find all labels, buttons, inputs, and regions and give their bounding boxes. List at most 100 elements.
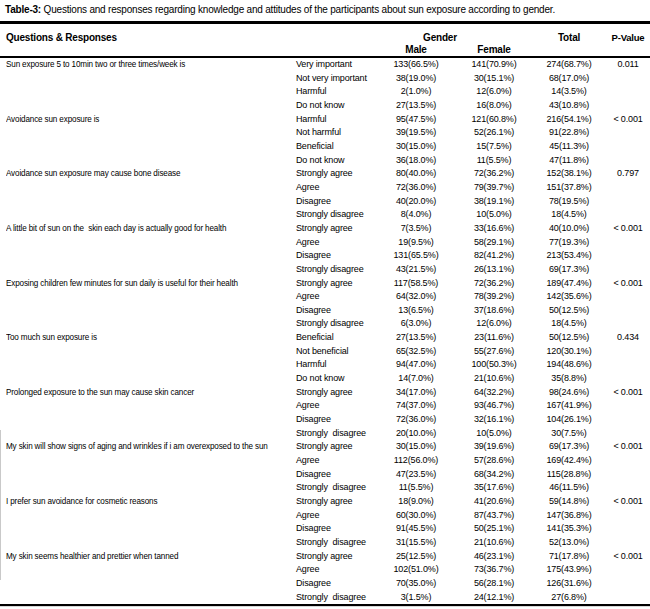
response-cell: Disagree xyxy=(284,249,376,263)
table-row: Do not know27(13.5%)16(8.0%)43(10.8%) xyxy=(0,99,650,113)
female-value-cell: 121(60.8%) xyxy=(456,113,532,127)
question-cell xyxy=(0,372,284,386)
female-value-cell: 33(16.6%) xyxy=(456,222,532,236)
p-value-cell xyxy=(606,181,650,195)
p-value-cell xyxy=(606,249,650,263)
question-cell: Avoidance sun exposure is xyxy=(0,113,284,127)
table-row: Not harmful39(19.5%)52(26.1%)91(22.8%) xyxy=(0,126,650,140)
male-value-cell: 18(9.0%) xyxy=(376,495,456,509)
total-value-cell: 69(17.3%) xyxy=(532,440,606,454)
total-value-cell: 91(22.8%) xyxy=(532,126,606,140)
response-cell: Agree xyxy=(284,563,376,577)
total-value-cell: 35(8.8%) xyxy=(532,372,606,386)
total-value-cell: 18(4.5%) xyxy=(532,208,606,222)
question-cell xyxy=(0,536,284,550)
response-cell: Agree xyxy=(284,509,376,523)
question-cell: Too much sun exposure is xyxy=(0,331,284,345)
question-cell xyxy=(0,399,284,413)
p-value-cell xyxy=(606,126,650,140)
question-cell xyxy=(0,413,284,427)
table-row: Not very important38(19.0%)30(15.1%)68(1… xyxy=(0,72,650,86)
table-row: My skin will show signs of aging and wri… xyxy=(0,440,650,454)
p-value-cell: < 0.001 xyxy=(606,277,650,291)
female-value-cell: 30(15.1%) xyxy=(456,72,532,86)
response-cell: Do not know xyxy=(284,154,376,168)
p-value-cell xyxy=(606,263,650,277)
female-value-cell: 12(6.0%) xyxy=(456,85,532,99)
question-cell xyxy=(0,208,284,222)
paper-table-page: Table-3: Questions and responses regardi… xyxy=(0,0,650,609)
female-value-cell: 39(19.6%) xyxy=(456,440,532,454)
table-row: Do not know36(18.0%)11(5.5%)47(11.8%) xyxy=(0,154,650,168)
response-cell: Strongly disagree xyxy=(284,427,376,441)
total-value-cell: 126(31.6%) xyxy=(532,577,606,591)
female-value-cell: 52(26.1%) xyxy=(456,126,532,140)
question-cell: A little bit of sun on the skin each day… xyxy=(0,222,284,236)
table-row: Strongly disagree6(3.0%)12(6.0%)18(4.5%) xyxy=(0,317,650,331)
table-row: Harmful2(1.0%)12(6.0%)14(3.5%) xyxy=(0,85,650,99)
table-row: Agree112(56.0%)57(28.6%)169(42.4%) xyxy=(0,454,650,468)
total-value-cell: 98(24.6%) xyxy=(532,386,606,400)
p-value-cell xyxy=(606,154,650,168)
total-value-cell: 115(28.8%) xyxy=(532,468,606,482)
female-value-cell: 38(19.1%) xyxy=(456,195,532,209)
total-value-cell: 52(13.0%) xyxy=(532,536,606,550)
question-cell: My skin will show signs of aging and wri… xyxy=(0,440,284,454)
total-value-cell: 147(36.8%) xyxy=(532,509,606,523)
table-row: Strongly disagree20(10.0%)10(5.0%)30(7.5… xyxy=(0,427,650,441)
total-value-cell: 274(68.7%) xyxy=(532,57,606,72)
header-row-1: Questions & Responses Gender Total P-Val… xyxy=(0,23,650,44)
p-value-cell xyxy=(606,140,650,154)
total-value-cell: 43(10.8%) xyxy=(532,99,606,113)
female-value-cell: 79(39.7%) xyxy=(456,181,532,195)
question-cell xyxy=(0,236,284,250)
header-spacer xyxy=(532,43,606,57)
total-value-cell: 69(17.3%) xyxy=(532,263,606,277)
table-row: Not beneficial65(32.5%)55(27.6%)120(30.1… xyxy=(0,345,650,359)
table-caption-label: Table-3: xyxy=(5,4,41,15)
female-value-cell: 12(6.0%) xyxy=(456,317,532,331)
response-cell: Do not know xyxy=(284,372,376,386)
female-value-cell: 26(13.1%) xyxy=(456,263,532,277)
question-cell xyxy=(0,85,284,99)
table-row: Disagree13(6.5%)37(18.6%)50(12.5%) xyxy=(0,304,650,318)
female-value-cell: 15(7.5%) xyxy=(456,140,532,154)
male-value-cell: 39(19.5%) xyxy=(376,126,456,140)
table-row: Exposing children few minutes for sun da… xyxy=(0,277,650,291)
response-cell: Harmful xyxy=(284,113,376,127)
female-value-cell: 11(5.5%) xyxy=(456,154,532,168)
p-value-cell xyxy=(606,290,650,304)
male-value-cell: 27(13.5%) xyxy=(376,99,456,113)
male-value-cell: 43(21.5%) xyxy=(376,263,456,277)
male-value-cell: 13(6.5%) xyxy=(376,304,456,318)
female-value-cell: 46(23.1%) xyxy=(456,550,532,564)
col-header-female: Female xyxy=(456,43,532,57)
table-row: Strongly disagree31(15.5%)21(10.6%)52(13… xyxy=(0,536,650,550)
table-row: Prolonged exposure to the sun may cause … xyxy=(0,386,650,400)
col-header-gender: Gender xyxy=(376,23,532,44)
question-cell xyxy=(0,317,284,331)
response-cell: Strongly disagree xyxy=(284,591,376,606)
header-spacer xyxy=(0,43,376,57)
total-value-cell: 77(19.3%) xyxy=(532,236,606,250)
male-value-cell: 95(47.5%) xyxy=(376,113,456,127)
question-cell xyxy=(0,140,284,154)
response-cell: Harmful xyxy=(284,358,376,372)
response-cell: Strongly agree xyxy=(284,277,376,291)
table-caption-text: Questions and responses regarding knowle… xyxy=(41,4,555,15)
table-row: A little bit of sun on the skin each day… xyxy=(0,222,650,236)
question-cell xyxy=(0,304,284,318)
total-value-cell: 46(11.5%) xyxy=(532,481,606,495)
table-body: Sun exposure 5 to 10min two or three tim… xyxy=(0,57,650,606)
question-cell xyxy=(0,249,284,263)
male-value-cell: 72(36.0%) xyxy=(376,413,456,427)
response-cell: Do not know xyxy=(284,99,376,113)
table-row: Strongly disagree11(5.5%)35(17.6%)46(11.… xyxy=(0,481,650,495)
question-text: Sun exposure 5 to 10min two or three tim… xyxy=(6,58,185,72)
p-value-cell: < 0.001 xyxy=(606,113,650,127)
p-value-cell xyxy=(606,358,650,372)
female-value-cell: 72(36.2%) xyxy=(456,277,532,291)
total-value-cell: 216(54.1%) xyxy=(532,113,606,127)
male-value-cell: 14(7.0%) xyxy=(376,372,456,386)
response-cell: Not harmful xyxy=(284,126,376,140)
